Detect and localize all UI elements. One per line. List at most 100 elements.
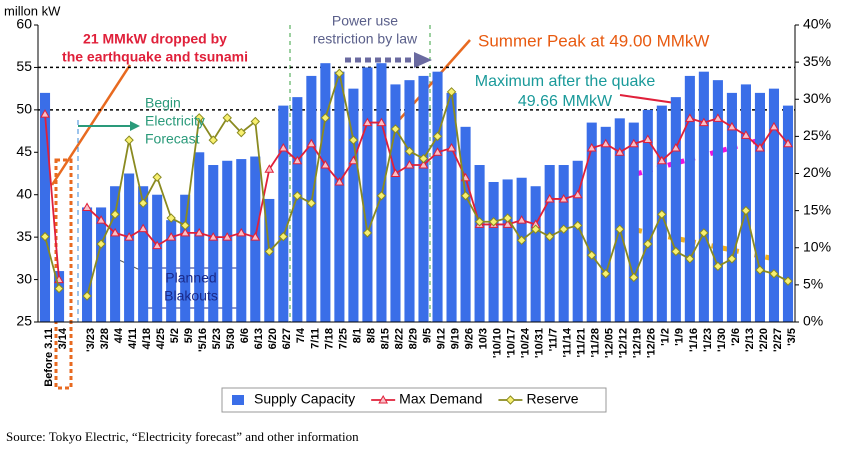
y2-tick-label: 30% xyxy=(803,90,831,106)
arrow-head xyxy=(414,52,432,68)
x-tick-label: '11/14 xyxy=(562,327,574,357)
marker xyxy=(278,231,289,242)
annotation: the earthquake and tsunami xyxy=(62,49,248,65)
arrow xyxy=(391,39,471,129)
marker xyxy=(643,239,653,249)
marker xyxy=(362,228,373,238)
marker xyxy=(292,191,303,201)
x-tick-label: '1/16 xyxy=(688,328,700,352)
x-tick-label: 9/12 xyxy=(435,328,447,349)
bar xyxy=(586,122,597,322)
bar xyxy=(670,97,681,322)
bar xyxy=(180,194,191,322)
annotation: Planned xyxy=(165,270,216,286)
bar xyxy=(264,198,275,322)
marker xyxy=(516,215,527,224)
y-tick-label: 50 xyxy=(16,101,32,117)
y-tick-label: 30 xyxy=(16,270,32,286)
x-tick-label: 5/23 xyxy=(211,328,223,349)
x-tick-label: 9/26 xyxy=(463,328,475,349)
annotation: Maximum after the quake xyxy=(475,73,656,90)
x-tick-label: '12/26 xyxy=(646,328,658,358)
marker xyxy=(446,87,457,97)
bar xyxy=(320,63,331,322)
annotation: Summer Peak at 49.00 MMkW xyxy=(478,31,709,50)
x-tick-label: 8/1 xyxy=(351,328,363,343)
bar xyxy=(292,97,303,322)
marker xyxy=(348,155,359,165)
x-tick-label: 7/11 xyxy=(309,328,321,349)
bar xyxy=(334,71,345,323)
marker xyxy=(250,232,261,241)
bar xyxy=(208,165,219,322)
marker xyxy=(194,113,204,123)
marker xyxy=(516,235,527,246)
marker xyxy=(320,113,331,123)
x-tick-label: '10/17 xyxy=(506,328,518,358)
marker xyxy=(390,168,401,177)
bar xyxy=(362,67,373,322)
x-tick-label: 6/13 xyxy=(253,328,265,349)
marker xyxy=(684,113,695,122)
marker xyxy=(166,232,177,241)
x-tick-label: '12/12 xyxy=(618,328,630,358)
marker xyxy=(152,240,163,250)
bar xyxy=(390,84,401,323)
x-tick-label: 5/9 xyxy=(183,328,195,343)
bar xyxy=(110,186,121,322)
bar xyxy=(712,80,723,323)
marker xyxy=(670,143,681,152)
x-tick-label: '2/20 xyxy=(758,328,770,352)
annotation: Begin xyxy=(145,95,181,111)
marker xyxy=(334,176,345,186)
marker xyxy=(432,147,443,156)
x-tick-label: 5/2 xyxy=(169,328,181,343)
x-tick-label: '1/9 xyxy=(674,328,686,346)
legend-swatch xyxy=(232,395,244,405)
marker xyxy=(573,220,583,231)
bar xyxy=(572,160,583,322)
marker xyxy=(138,198,148,208)
x-tick-label: 6/20 xyxy=(267,328,279,349)
marker xyxy=(587,250,597,260)
x-tick-label: '12/05 xyxy=(604,328,616,358)
x-tick-label: 10/3 xyxy=(477,328,489,349)
x-tick-label: '2/6 xyxy=(730,328,742,346)
marker xyxy=(208,232,219,241)
marker xyxy=(502,219,513,228)
marker xyxy=(222,113,232,123)
source: Source: Tokyo Electric, “Electricity for… xyxy=(6,429,359,444)
bar xyxy=(754,92,766,322)
annotation: Power use xyxy=(332,13,398,29)
x-tick-label: 6/6 xyxy=(239,328,251,343)
x-tick-label: '5/16 xyxy=(197,328,209,352)
marker xyxy=(138,223,149,233)
bar xyxy=(138,186,149,322)
marker xyxy=(208,135,218,145)
bar xyxy=(460,126,471,322)
marker xyxy=(474,217,485,227)
marker xyxy=(614,147,625,156)
x-tick-label: '2/27 xyxy=(772,328,784,352)
marker xyxy=(96,215,106,224)
bar xyxy=(152,194,163,322)
bar xyxy=(278,105,289,322)
x-tick-label: 5/30 xyxy=(225,328,237,349)
marker xyxy=(600,138,611,148)
bar xyxy=(53,271,65,322)
x-tick-label: '1/2 xyxy=(660,328,672,346)
bar xyxy=(96,207,107,322)
marker xyxy=(236,227,247,237)
marker xyxy=(530,224,541,234)
x-tick-label: 7/4 xyxy=(295,327,307,343)
marker xyxy=(376,117,387,127)
bar xyxy=(418,75,429,323)
annotation: Forecast xyxy=(145,131,200,147)
marker xyxy=(306,198,317,208)
x-tick-label: '11/28 xyxy=(590,328,602,358)
y-axis-label: millon kW xyxy=(4,3,61,18)
y-tick-label: 40 xyxy=(16,185,32,201)
marker xyxy=(180,220,190,231)
arrow xyxy=(619,94,676,104)
marker xyxy=(615,224,625,234)
